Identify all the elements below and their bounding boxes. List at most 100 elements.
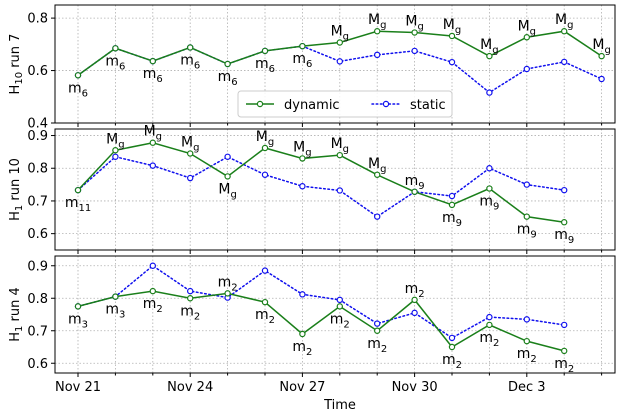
data-annotation: m2: [330, 311, 350, 330]
y-tick-label: 0.9: [27, 129, 48, 144]
data-annotation: m2: [255, 307, 275, 326]
data-annotation: m2: [554, 356, 574, 375]
panel-1: 0.4 0.6 0.8 m6 m6 m6 m6 m6 m6 m6 Mg Mg Mg Mg Mg Mg Mg Mg H…: [8, 4, 616, 132]
data-annotation: m2: [180, 303, 200, 322]
data-point-static: [523, 316, 531, 323]
data-point-dynamic: [523, 337, 531, 345]
data-point-dynamic: [112, 45, 119, 52]
data-annotation: m2: [442, 352, 462, 371]
data-point-dynamic: [74, 303, 82, 310]
data-annotation: Mg: [144, 124, 162, 143]
x-axis-label: Time: [323, 398, 356, 413]
data-annotation: Mg: [256, 129, 274, 148]
data-annotation: m9: [442, 210, 462, 229]
data-point-static: [448, 192, 456, 200]
data-annotation: m6: [105, 53, 125, 72]
data-annotation: Mg: [331, 23, 349, 42]
legend: dynamic static: [237, 90, 453, 118]
legend-label-dynamic: dynamic: [284, 98, 340, 113]
data-point-static: [149, 262, 156, 269]
data-point-dynamic: [411, 29, 418, 36]
data-point-dynamic: [374, 327, 381, 334]
data-point-dynamic: [74, 72, 82, 79]
data-point-dynamic: [523, 213, 531, 220]
data-point-dynamic: [561, 28, 568, 35]
data-point-dynamic: [186, 295, 194, 302]
data-point-static: [149, 162, 156, 169]
data-point-static: [523, 65, 531, 73]
data-annotation: Mg: [181, 135, 199, 154]
data-annotation: m2: [218, 274, 238, 293]
y-tick-label: 0.9: [27, 259, 48, 274]
data-annotation: Mg: [368, 156, 386, 175]
data-point-static: [299, 183, 306, 190]
data-point-dynamic: [149, 287, 156, 295]
data-annotation: m3: [68, 311, 88, 330]
data-annotation: m6: [292, 51, 312, 70]
data-point-dynamic: [112, 147, 119, 154]
series-line-static: [77, 264, 565, 339]
data-point-dynamic: [261, 47, 269, 55]
data-annotation: m6: [255, 56, 275, 75]
panel-frame: [54, 255, 616, 374]
y-axis-label: H10 run 7: [8, 34, 25, 95]
y-tick-label: 0.8: [27, 292, 48, 307]
data-annotation: m2: [479, 330, 499, 349]
data-point-dynamic: [411, 296, 418, 304]
data-point-dynamic: [186, 150, 194, 157]
data-point-static: [374, 51, 381, 59]
data-point-static: [561, 58, 568, 66]
x-tick-label: Dec 3: [508, 380, 546, 395]
data-point-static: [598, 75, 605, 83]
data-point-dynamic: [224, 290, 231, 297]
data-annotation: Mg: [218, 181, 236, 200]
y-tick-label: 0.7: [27, 324, 48, 339]
data-annotation: Mg: [368, 12, 386, 31]
data-annotation: Mg: [480, 37, 498, 56]
data-point-static: [523, 181, 531, 188]
data-annotation: m6: [180, 52, 200, 71]
data-point-dynamic: [336, 151, 343, 159]
data-point-static: [261, 267, 269, 274]
panel-frame: [54, 128, 616, 251]
data-annotation: m2: [292, 339, 312, 358]
y-axis-label: H1 run 10: [8, 158, 25, 221]
panel-3: 0.6 0.7 0.8 0.9 m3 m3 m2 m2 m2 m2 m2 m2 m2 m2 m2 m2 m2 m2…: [8, 255, 616, 377]
data-point-static: [486, 313, 493, 321]
data-point-static: [112, 153, 119, 160]
data-annotation: Mg: [331, 136, 349, 155]
data-point-static: [448, 334, 456, 342]
x-tick-label: Nov 27: [279, 380, 325, 395]
data-annotation: m2: [517, 346, 537, 365]
data-point-static: [261, 171, 269, 178]
data-point-static: [486, 165, 493, 172]
data-annotation: m9: [554, 227, 574, 246]
data-point-dynamic: [261, 144, 269, 152]
panel-frame: [54, 4, 616, 124]
data-annotation: m9: [405, 173, 425, 192]
data-point-static: [448, 58, 456, 66]
y-tick-label: 0.4: [27, 117, 48, 132]
data-point-dynamic: [598, 52, 605, 60]
data-point-dynamic: [448, 32, 456, 40]
data-annotation: Mg: [106, 131, 124, 150]
legend-label-static: static: [410, 98, 446, 113]
data-point-dynamic: [112, 293, 119, 300]
y-tick-label: 0.6: [27, 227, 48, 242]
legend-marker-dynamic: [256, 100, 264, 108]
data-point-dynamic: [448, 201, 456, 209]
y-tick-label: 0.6: [27, 64, 48, 79]
data-point-dynamic: [299, 155, 306, 162]
data-point-dynamic: [486, 52, 493, 60]
data-point-dynamic: [486, 185, 493, 192]
data-point-static: [336, 296, 343, 304]
y-tick-label: 0.6: [27, 357, 48, 372]
data-annotation: m9: [479, 194, 499, 213]
data-point-dynamic: [336, 39, 343, 46]
y-tick-label: 0.7: [27, 194, 48, 209]
data-annotation: Mg: [518, 18, 536, 37]
legend-box: [237, 90, 453, 118]
data-annotation: Mg: [405, 14, 423, 33]
data-point-dynamic: [448, 343, 456, 351]
